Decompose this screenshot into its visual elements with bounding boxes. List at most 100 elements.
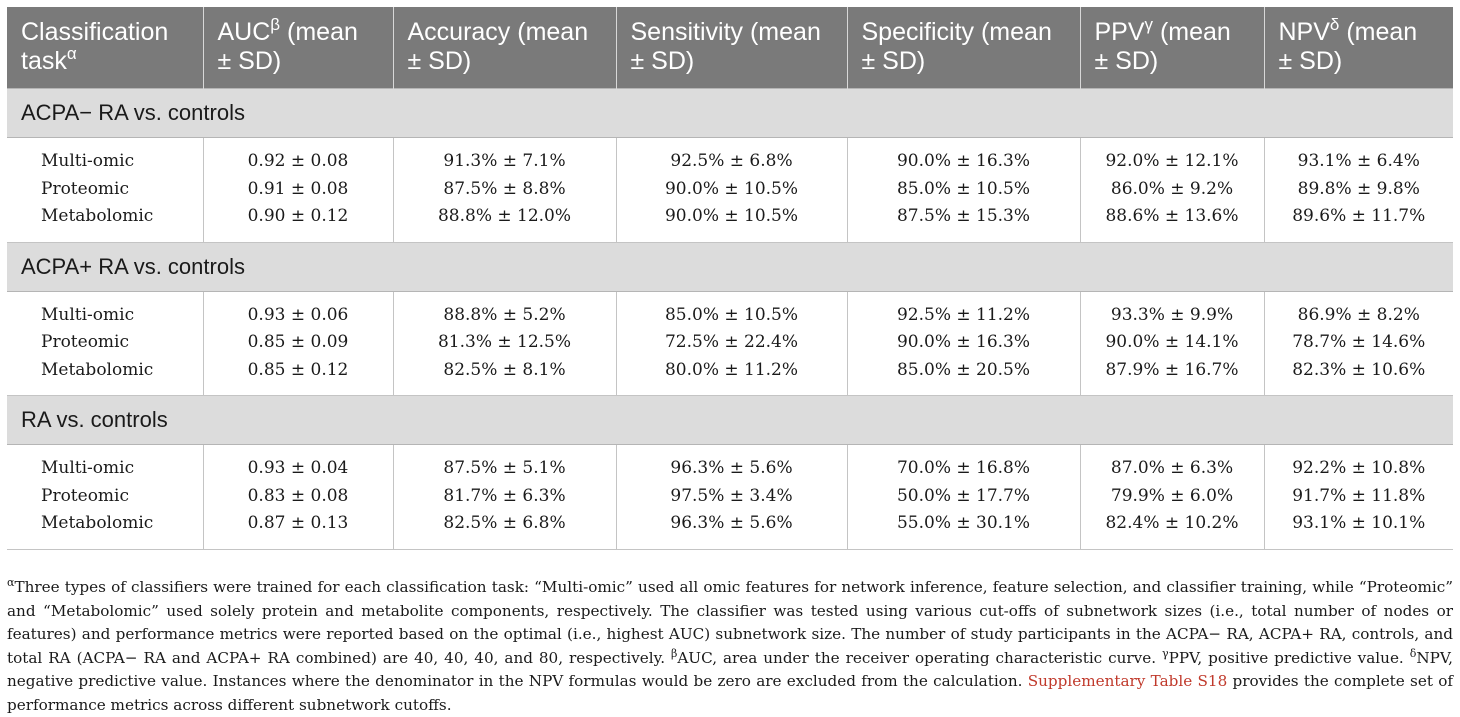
group-title: ACPA− RA vs. controls: [7, 88, 1453, 138]
npv-cell: 92.2% ± 10.8% 91.7% ± 11.8% 93.1% ± 10.1%: [1264, 444, 1453, 550]
ppv-cell: 92.0% ± 12.1% 86.0% ± 9.2% 88.6% ± 13.6%: [1080, 137, 1265, 243]
table-body: ACPA− RA vs. controls Multi-omic Proteomic…: [7, 88, 1453, 550]
header-text: NPV: [1278, 18, 1330, 46]
header-text: AUC: [217, 18, 271, 46]
header-text: PPV: [1094, 18, 1145, 46]
task-cell: Multi-omic Proteomic Metabolomic: [7, 291, 204, 396]
group-data-row: Multi-omic Proteomic Metabolomic 0.93 ± 0.0…: [7, 444, 1453, 550]
footnote-delta-text: NPV, negative predictive value. Instance…: [7, 648, 1453, 691]
footnote-alpha-text: Three types of classifiers were trained …: [7, 578, 1453, 667]
table-cell-value: 96.3% ± 5.6%: [670, 513, 793, 533]
table-cell-value: 89.8% ± 9.8%: [1297, 178, 1420, 199]
classification-results-table: Classification taskα AUCβ (mean ± SD) Ac…: [7, 7, 1453, 550]
header-text: Sensitivity (mean: [630, 18, 821, 46]
table-cell-value: 0.87 ± 0.13: [247, 513, 349, 533]
header-text: (mean: [280, 18, 358, 46]
table-cell-value: 90.0% ± 16.3%: [896, 332, 1031, 352]
table-cell-value: 0.85 ± 0.12: [247, 359, 349, 380]
table-cell-value: 82.5% ± 8.1%: [443, 359, 566, 380]
header-sensitivity: Sensitivity (mean ± SD): [616, 7, 848, 89]
task-cell: Multi-omic Proteomic Metabolomic: [7, 444, 204, 550]
header-accuracy: Accuracy (mean ± SD): [393, 7, 617, 89]
table-cell-value: 81.7% ± 6.3%: [443, 485, 566, 506]
header-footnote-mark: δ: [1329, 14, 1340, 34]
task-cell: Multi-omic Proteomic Metabolomic: [7, 137, 204, 243]
header-auc: AUCβ (mean ± SD): [203, 7, 394, 89]
header-text: (mean: [1153, 18, 1231, 46]
table-cell-value: 91.3% ± 7.1%: [443, 151, 566, 171]
table-cell-value: 85.0% ± 10.5%: [664, 304, 799, 325]
header-text: ± SD): [1278, 47, 1343, 75]
header-footnote-mark: β: [270, 14, 281, 34]
table-cell-value: 85.0% ± 10.5%: [896, 178, 1031, 199]
sensitivity-cell: 92.5% ± 6.8% 90.0% ± 10.5% 90.0% ± 10.5%: [616, 137, 848, 243]
ppv-cell: 93.3% ± 9.9% 90.0% ± 14.1% 87.9% ± 16.7%: [1080, 291, 1265, 396]
table-cell-value: 90.0% ± 16.3%: [896, 151, 1031, 171]
header-text: ± SD): [1094, 47, 1159, 75]
specificity-cell: 90.0% ± 16.3% 85.0% ± 10.5% 87.5% ± 15.3%: [847, 137, 1081, 243]
table-cell-value: 0.85 ± 0.09: [247, 332, 349, 352]
table-cell-value: 55.0% ± 30.1%: [896, 513, 1031, 533]
table-cell-value: 81.3% ± 12.5%: [437, 332, 572, 352]
sensitivity-cell: 85.0% ± 10.5% 72.5% ± 22.4% 80.0% ± 11.2%: [616, 291, 848, 396]
table-cell-value: 0.90 ± 0.12: [247, 206, 349, 226]
table-header: Classification taskα AUCβ (mean ± SD) Ac…: [7, 7, 1453, 89]
auc-cell: 0.93 ± 0.06 0.85 ± 0.09 0.85 ± 0.12: [203, 291, 394, 396]
table-cell-value: 82.3% ± 10.6%: [1292, 359, 1426, 380]
auc-cell: 0.93 ± 0.04 0.83 ± 0.08 0.87 ± 0.13: [203, 444, 394, 550]
table-cell-value: 90.0% ± 10.5%: [664, 178, 799, 199]
specificity-cell: 70.0% ± 16.8% 50.0% ± 17.7% 55.0% ± 30.1%: [847, 444, 1081, 550]
table-cell-value: 78.7% ± 14.6%: [1292, 332, 1426, 352]
group-header-row: ACPA− RA vs. controls: [7, 88, 1453, 138]
header-npv: NPVδ (mean ± SD): [1264, 7, 1453, 89]
table-cell-value: 96.3% ± 5.6%: [670, 458, 793, 478]
header-text: (mean: [1339, 18, 1418, 46]
accuracy-cell: 91.3% ± 7.1% 87.5% ± 8.8% 88.8% ± 12.0%: [393, 137, 617, 243]
footnote-beta-text: AUC, area under the receiver operating c…: [677, 648, 1163, 667]
header-text: ± SD): [630, 47, 695, 75]
table-cell-value: 93.1% ± 6.4%: [1297, 151, 1420, 171]
table-cell-value: Proteomic: [41, 485, 130, 506]
header-text: ± SD): [217, 47, 282, 75]
accuracy-cell: 88.8% ± 5.2% 81.3% ± 12.5% 82.5% ± 8.1%: [393, 291, 617, 396]
table-cell-value: 0.91 ± 0.08: [247, 178, 349, 199]
footnote-mark-delta: δ: [1409, 646, 1417, 660]
table-cell-value: Metabolomic: [41, 513, 154, 533]
header-text: Accuracy (mean: [407, 18, 589, 46]
table-cell-value: Multi-omic: [41, 458, 135, 478]
auc-cell: 0.92 ± 0.08 0.91 ± 0.08 0.90 ± 0.12: [203, 137, 394, 243]
group-data-row: Multi-omic Proteomic Metabolomic 0.92 ± 0.0…: [7, 137, 1453, 243]
table-cell-value: 87.0% ± 6.3%: [1110, 458, 1234, 478]
header-footnote-mark: γ: [1144, 14, 1154, 34]
group-header-row: ACPA+ RA vs. controls: [7, 241, 1453, 292]
table-cell-value: 82.4% ± 10.2%: [1105, 513, 1239, 533]
table-cell-value: 72.5% ± 22.4%: [664, 332, 799, 352]
header-ppv: PPVγ (mean ± SD): [1080, 7, 1265, 89]
footnote-mark-beta: β: [670, 646, 678, 660]
table-cell-value: 90.0% ± 14.1%: [1105, 332, 1239, 352]
table-cell-value: 86.9% ± 8.2%: [1297, 304, 1420, 325]
header-text: ± SD): [407, 47, 472, 75]
npv-cell: 86.9% ± 8.2% 78.7% ± 14.6% 82.3% ± 10.6%: [1264, 291, 1453, 396]
table-cell-value: 92.2% ± 10.8%: [1292, 458, 1426, 478]
ppv-cell: 87.0% ± 6.3% 79.9% ± 6.0% 82.4% ± 10.2%: [1080, 444, 1265, 550]
table-cell-value: 0.93 ± 0.06: [247, 304, 349, 325]
group-data-row: Multi-omic Proteomic Metabolomic 0.93 ± 0.0…: [7, 291, 1453, 396]
table-cell-value: 88.8% ± 5.2%: [443, 304, 566, 325]
table-cell-value: 97.5% ± 3.4%: [670, 485, 793, 506]
table-cell-value: Proteomic: [41, 332, 130, 352]
table-cell-value: 0.83 ± 0.08: [247, 485, 349, 506]
header-classification-task: Classification taskα: [7, 7, 204, 89]
accuracy-cell: 87.5% ± 5.1% 81.7% ± 6.3% 82.5% ± 6.8%: [393, 444, 617, 550]
table-cell-value: Metabolomic: [41, 359, 154, 380]
table-cell-value: 93.3% ± 9.9%: [1110, 304, 1234, 325]
table-footnote: αThree types of classifiers were trained…: [7, 576, 1453, 717]
table-cell-value: 90.0% ± 10.5%: [664, 206, 799, 226]
table-cell-value: 92.0% ± 12.1%: [1105, 151, 1239, 171]
table-cell-value: Metabolomic: [41, 206, 154, 226]
npv-cell: 93.1% ± 6.4% 89.8% ± 9.8% 89.6% ± 11.7%: [1264, 137, 1453, 243]
table-cell-value: 82.5% ± 6.8%: [443, 513, 566, 533]
supplementary-table-link[interactable]: Supplementary Table S18: [1027, 672, 1228, 690]
group-header-row: RA vs. controls: [7, 395, 1453, 445]
table-cell-value: 80.0% ± 11.2%: [664, 359, 799, 380]
